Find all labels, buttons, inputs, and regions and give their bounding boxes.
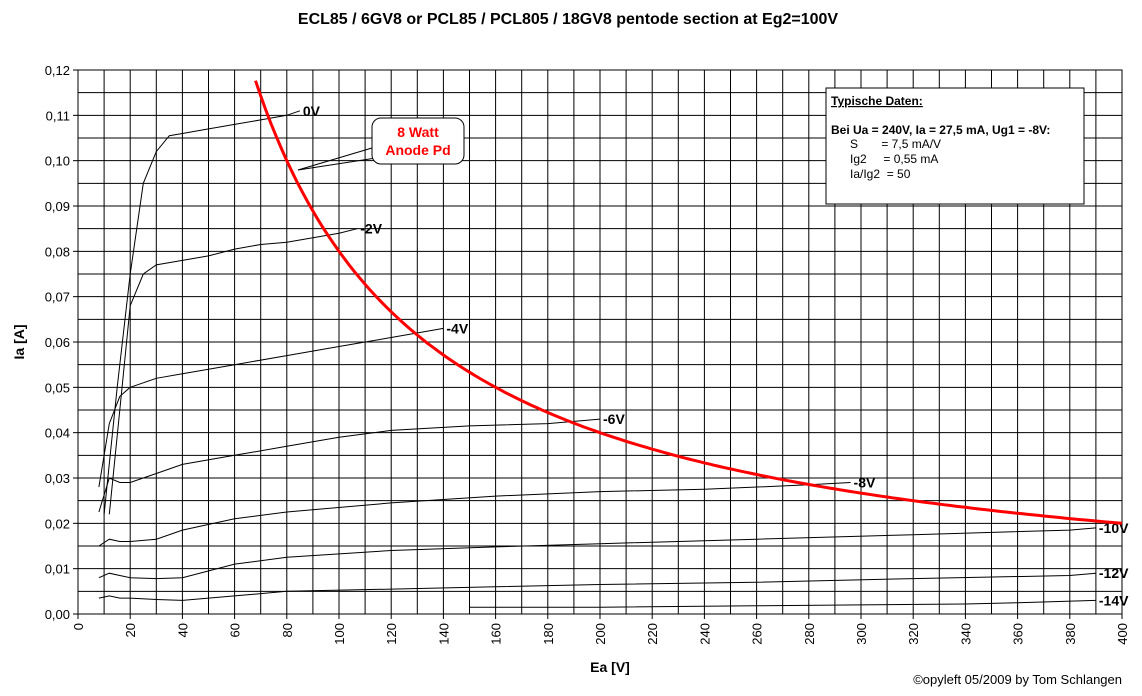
- series-line: [98, 527, 1096, 580]
- series-group: 0V-2V-4V-6V-8V-10V-12V-14V: [98, 103, 1129, 608]
- y-tick-label: 0,00: [45, 607, 70, 622]
- pd-callout-pointer: [297, 147, 373, 171]
- y-tick-label: 0,08: [45, 244, 70, 259]
- info-box-line: Ia/Ig2 = 50: [850, 167, 911, 181]
- y-tick-label: 0,06: [45, 335, 70, 350]
- x-tick-label: 160: [489, 623, 504, 645]
- x-tick-label: 20: [123, 623, 138, 637]
- info-box-title: Typische Daten:: [831, 94, 923, 108]
- series-label: -12V: [1099, 565, 1129, 581]
- y-tick-label: 0,02: [45, 516, 70, 531]
- x-tick-label: 180: [541, 623, 556, 645]
- x-tick-label: 340: [958, 623, 973, 645]
- y-tick-label: 0,09: [45, 199, 70, 214]
- x-tick-label: 240: [697, 623, 712, 645]
- y-tick-label: 0,12: [45, 63, 70, 78]
- y-tick-labels: 0,00 0,01 0,02 0,03 0,04 0,05 0,06 0,07 0,08 0,09…: [45, 63, 70, 622]
- credit-text: ©opyleft 05/2009 by Tom Schlangen: [913, 672, 1122, 687]
- x-tick-label: 200: [593, 623, 608, 645]
- series-line: [98, 327, 444, 488]
- info-box: Typische Daten: Bei Ua = 240V, Ia = 27,5…: [825, 87, 1085, 205]
- pd-curve: [254, 80, 1123, 525]
- series-label: -4V: [446, 320, 468, 336]
- series-line: [98, 482, 851, 547]
- pd-curve-group: [254, 80, 1123, 525]
- x-tick-label: 220: [645, 623, 660, 645]
- x-tick-label: 100: [332, 623, 347, 645]
- pd-callout-pointer: [297, 157, 377, 171]
- series-line: [469, 599, 1096, 608]
- pd-callout-line1: 8 Watt: [397, 124, 439, 140]
- y-tick-label: 0,11: [46, 108, 70, 123]
- x-axis-label: Ea [V]: [590, 659, 630, 675]
- y-tick-label: 0,03: [45, 471, 70, 486]
- series-line: [98, 418, 601, 513]
- y-axis-label: Ia [A]: [11, 325, 27, 360]
- x-tick-label: 280: [802, 623, 817, 645]
- info-box-line: S = 7,5 mA/V: [850, 137, 941, 151]
- chart-title: ECL85 / 6GV8 or PCL85 / PCL805 / 18GV8 p…: [298, 11, 839, 28]
- x-tick-label: 40: [175, 623, 190, 637]
- x-tick-label: 300: [854, 623, 869, 645]
- plot-grid: [73, 69, 1123, 619]
- series-line: [108, 228, 358, 515]
- x-tick-label: 320: [906, 623, 921, 645]
- x-tick-label: 140: [436, 623, 451, 645]
- plot-frame: [77, 69, 1123, 615]
- y-tick-label: 0,10: [45, 154, 70, 169]
- x-tick-label: 80: [280, 623, 295, 637]
- x-tick-label: 400: [1115, 623, 1130, 645]
- info-box-condition: Bei Ua = 240V, Ia = 27,5 mA, Ug1 = -8V:: [831, 123, 1050, 137]
- y-tick-label: 0,04: [45, 426, 70, 441]
- y-tick-label: 0,01: [45, 562, 70, 577]
- y-tick-label: 0,07: [45, 290, 70, 305]
- x-tick-label: 120: [384, 623, 399, 645]
- series-line: [103, 110, 301, 515]
- pd-callout-box: [371, 117, 465, 165]
- x-tick-label: 380: [1063, 623, 1078, 645]
- series-label: 0V: [303, 103, 321, 119]
- info-box-frame: [825, 87, 1085, 205]
- pd-callout-line2: Anode Pd: [385, 142, 450, 158]
- x-tick-label: 360: [1011, 623, 1026, 645]
- x-tick-label: 260: [750, 623, 765, 645]
- info-box-line: Ig2 = 0,55 mA: [850, 152, 938, 166]
- series-line: [98, 572, 1096, 601]
- series-label: -2V: [360, 221, 382, 237]
- x-tick-label: 60: [228, 623, 243, 637]
- series-label: -14V: [1099, 592, 1129, 608]
- series-label: -8V: [854, 475, 876, 491]
- x-tick-labels: 0 20 40 60 80 100 120 140 160 180 200 220 240 260 280 3…: [71, 623, 1130, 645]
- pd-callout: 8 Watt Anode Pd: [297, 117, 465, 171]
- y-tick-label: 0,05: [45, 380, 70, 395]
- x-tick-label: 0: [71, 623, 86, 630]
- series-label: -6V: [603, 411, 625, 427]
